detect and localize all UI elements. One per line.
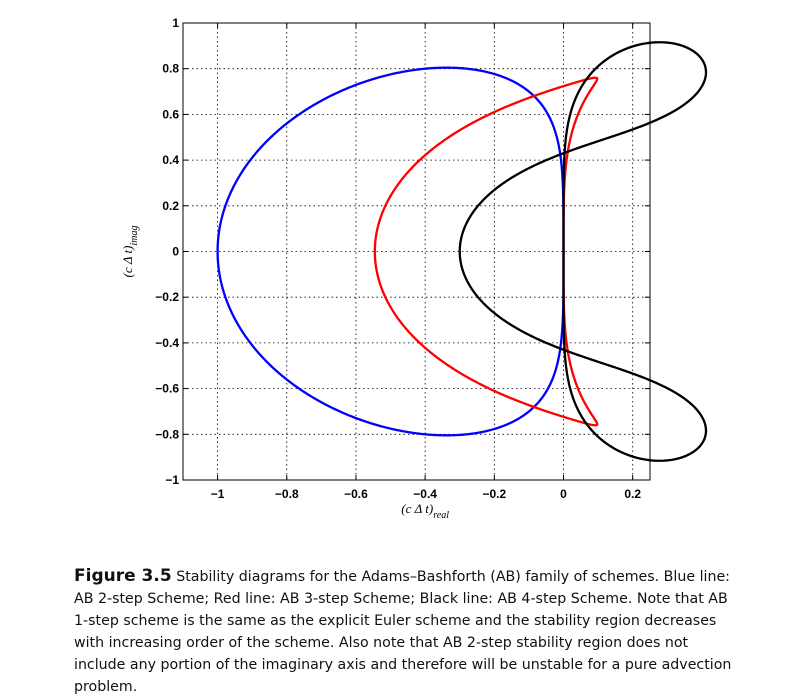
stability-figure: −1 −0.8 −0.6 −0.4 −0.2 0 0.2 1 0.8 0.6 0.4 0.2 0 −0.… xyxy=(120,16,708,521)
figure-caption: Figure 3.5 Stability diagrams for the Ad… xyxy=(74,565,744,698)
x-axis-label-sub: real xyxy=(433,510,449,521)
y-tick-label: 0.8 xyxy=(162,62,179,76)
y-tick-labels: 1 0.8 0.6 0.4 0.2 0 −0.2 −0.4 −0.6 −0.8 −1 xyxy=(155,16,179,487)
ab3-stability-curve xyxy=(373,76,599,427)
x-tick-label: 0.2 xyxy=(624,487,641,501)
y-tick-label: 0 xyxy=(172,245,179,259)
y-tick-label: −0.4 xyxy=(155,336,179,350)
x-tick-label: −1 xyxy=(211,487,225,501)
caption-text: Stability diagrams for the Adams–Bashfor… xyxy=(74,569,732,695)
ab4-stability-curve xyxy=(458,41,708,462)
y-tick-label: −0.2 xyxy=(155,290,179,304)
x-tick-label: −0.4 xyxy=(413,487,437,501)
x-axis-label-main: (c Δ t) xyxy=(401,501,433,516)
curves xyxy=(216,41,708,462)
ab2-stability-curve xyxy=(216,66,565,437)
y-tick-label: 0.6 xyxy=(162,107,179,121)
x-tick-label: 0 xyxy=(560,487,567,501)
ticks xyxy=(183,22,650,481)
y-tick-label: −0.6 xyxy=(155,382,179,396)
y-tick-label: −0.8 xyxy=(155,427,179,441)
x-axis-label: (c Δ t)real xyxy=(401,501,449,521)
caption-label: Figure 3.5 xyxy=(74,566,172,586)
x-tick-label: −0.6 xyxy=(344,487,368,501)
x-tick-labels: −1 −0.8 −0.6 −0.4 −0.2 0 0.2 xyxy=(211,487,642,501)
stability-plot: −1 −0.8 −0.6 −0.4 −0.2 0 0.2 1 0.8 0.6 0.4 0.2 0 −0.… xyxy=(120,16,708,521)
y-tick-label: 1 xyxy=(172,16,179,30)
y-axis-label-main: (c Δ t) xyxy=(120,246,135,278)
y-tick-label: 0.2 xyxy=(162,199,179,213)
y-axis-label: (c Δ t)imag xyxy=(120,226,140,278)
x-tick-label: −0.8 xyxy=(275,487,299,501)
x-tick-label: −0.2 xyxy=(482,487,506,501)
y-tick-label: 0.4 xyxy=(162,153,179,167)
y-axis-label-sub: imag xyxy=(129,226,140,246)
y-tick-label: −1 xyxy=(165,473,179,487)
